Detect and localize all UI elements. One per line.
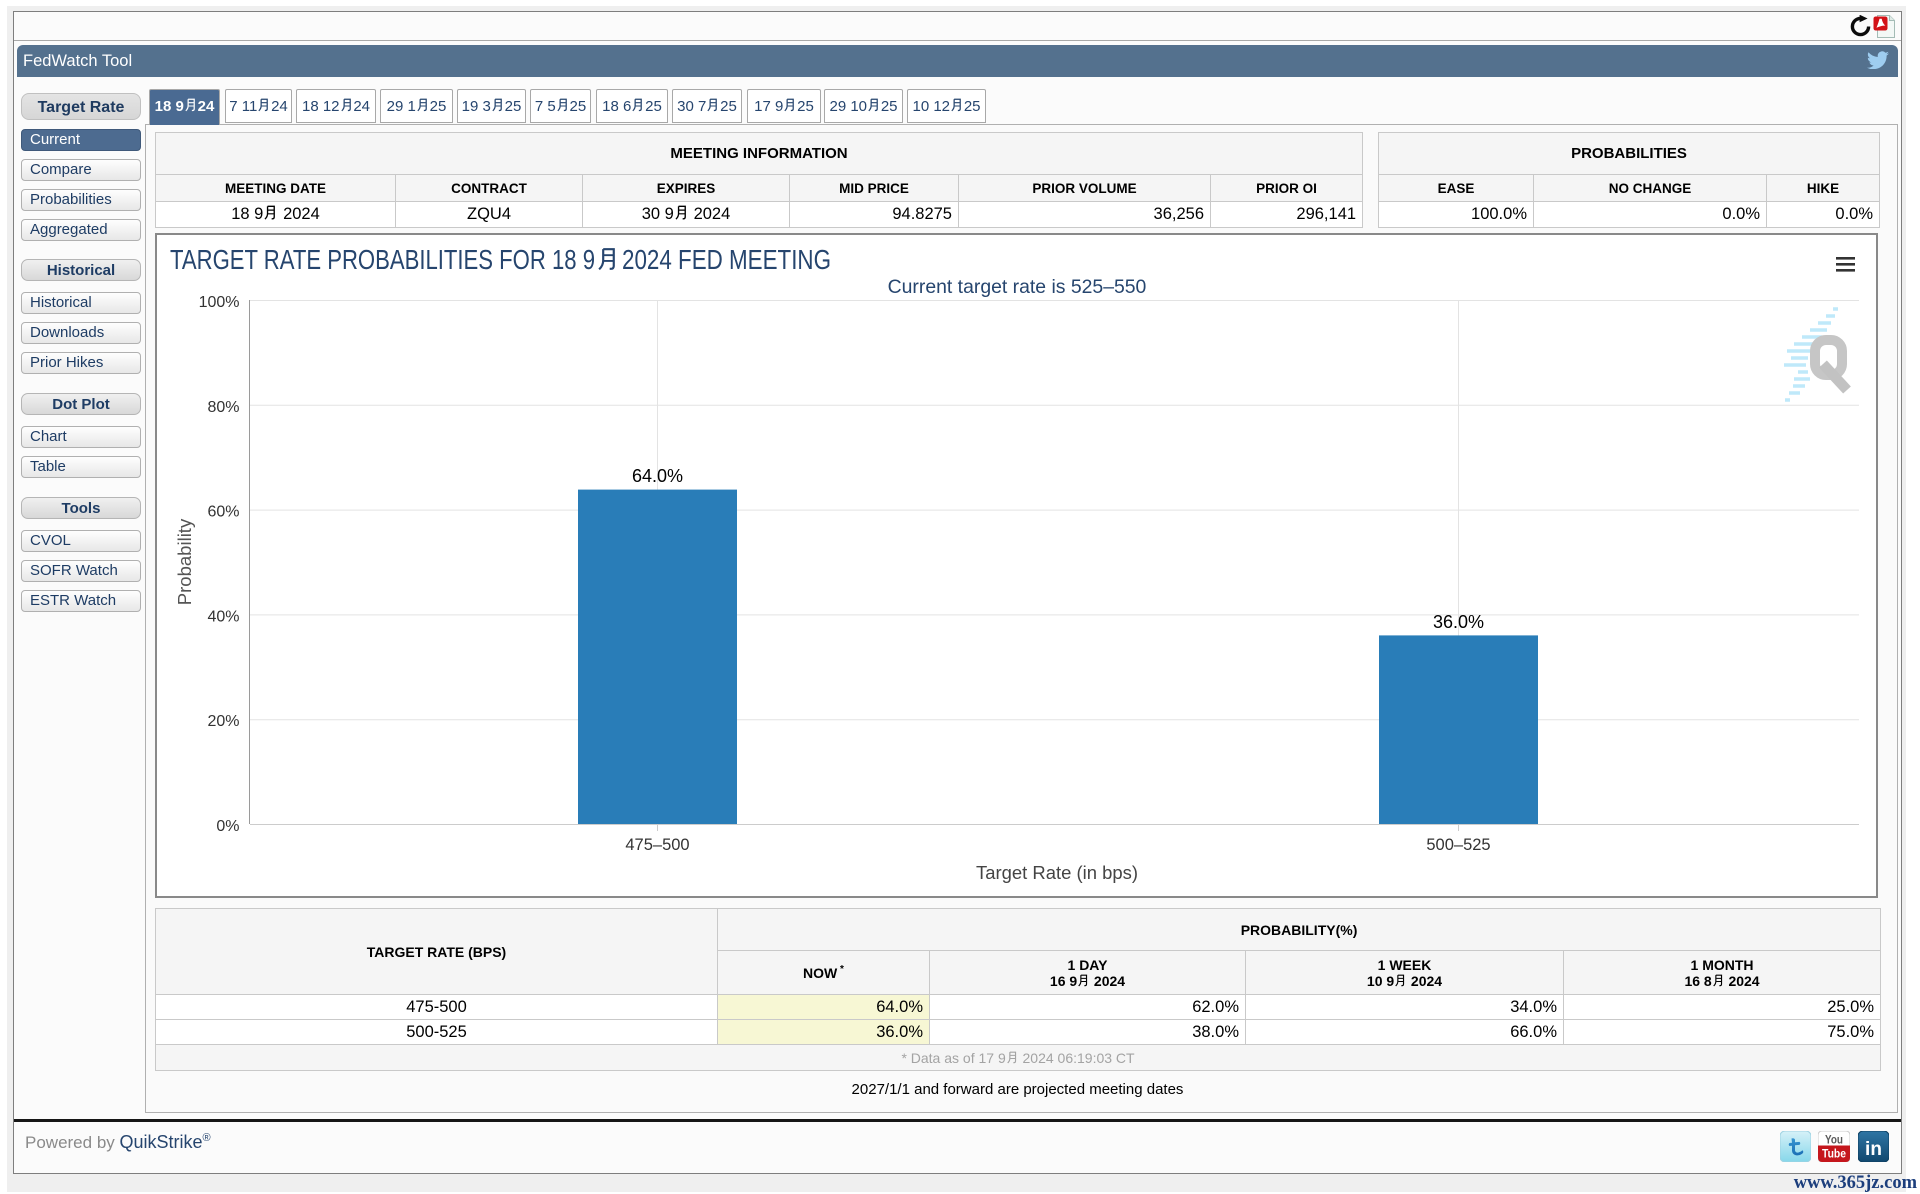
svg-text:20%: 20%: [207, 713, 239, 730]
svg-text:Target Rate (in bps): Target Rate (in bps): [976, 863, 1138, 883]
svg-text:40%: 40%: [207, 608, 239, 625]
svg-text:2024 FED MEETING: 2024 FED MEETING: [622, 244, 831, 275]
svg-text:Probability: Probability: [174, 518, 195, 605]
svg-text:60%: 60%: [207, 504, 239, 521]
svg-text:0%: 0%: [216, 818, 239, 835]
svg-text:36.0%: 36.0%: [1433, 612, 1484, 632]
svg-text:80%: 80%: [207, 399, 239, 416]
svg-text:You: You: [1825, 1135, 1843, 1147]
svg-text:100%: 100%: [199, 294, 240, 311]
svg-text:Current target rate is 525–550: Current target rate is 525–550: [888, 276, 1147, 298]
svg-text:475–500: 475–500: [625, 836, 689, 854]
svg-text:TARGET RATE PROBABILITIES FOR: TARGET RATE PROBABILITIES FOR 18 9: [170, 244, 595, 275]
svg-text:in: in: [1865, 1139, 1882, 1160]
svg-text:64.0%: 64.0%: [632, 466, 683, 486]
svg-text:Tube: Tube: [1822, 1149, 1846, 1161]
svg-text:500–525: 500–525: [1426, 836, 1490, 854]
